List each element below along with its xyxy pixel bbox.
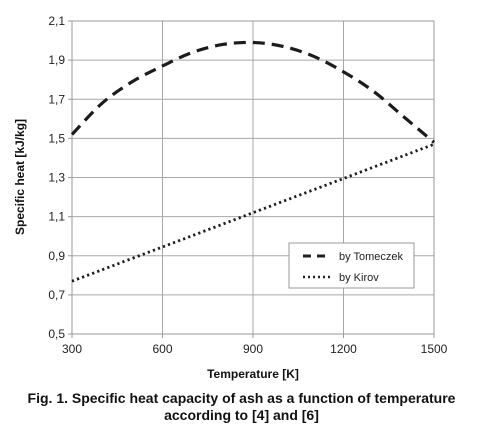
tick-labels: 0,5 0,7 0,9 1,1 1,3 1,5 1,7 1,9 2,1 300 600 900 1200… <box>48 14 447 356</box>
y-tick-label: 0,7 <box>48 288 65 302</box>
legend-label-tomeczek: by Tomeczek <box>339 251 403 263</box>
y-tick-label: 1,1 <box>48 210 65 224</box>
x-axis-label: Temperature [K] <box>207 367 299 381</box>
x-tick-label: 1200 <box>330 342 357 356</box>
x-tick-label: 600 <box>152 342 172 356</box>
y-axis-label: Specific heat [kJ/kg] <box>13 119 27 235</box>
legend: by Tomeczek by Kirov <box>288 242 415 289</box>
x-tick-label: 1500 <box>421 342 448 356</box>
series-line-tomeczek <box>70 40 436 144</box>
legend-box <box>288 242 415 289</box>
y-tick-label: 1,9 <box>48 53 65 67</box>
specific-heat-chart: 0,5 0,7 0,9 1,1 1,3 1,5 1,7 1,9 2,1 300 600 900 1200… <box>13 14 448 381</box>
x-tick-label: 300 <box>62 342 82 356</box>
plot-frame <box>71 20 435 335</box>
caption-line-1: Fig. 1. Specific heat capacity of ash as… <box>27 390 456 406</box>
grid <box>68 20 435 338</box>
legend-label-kirov: by Kirov <box>339 272 379 284</box>
figure-caption: Fig. 1. Specific heat capacity of ash as… <box>0 390 483 424</box>
caption-line-2: according to [4] and [6] <box>164 407 319 423</box>
y-tick-label: 2,1 <box>48 14 65 28</box>
y-tick-label: 0,5 <box>48 327 65 341</box>
y-tick-label: 1,3 <box>48 171 65 185</box>
series-layer <box>70 40 436 283</box>
y-tick-label: 1,7 <box>48 92 65 106</box>
x-tick-label: 900 <box>243 342 263 356</box>
y-tick-label: 0,9 <box>48 249 65 263</box>
y-tick-label: 1,5 <box>48 131 65 145</box>
